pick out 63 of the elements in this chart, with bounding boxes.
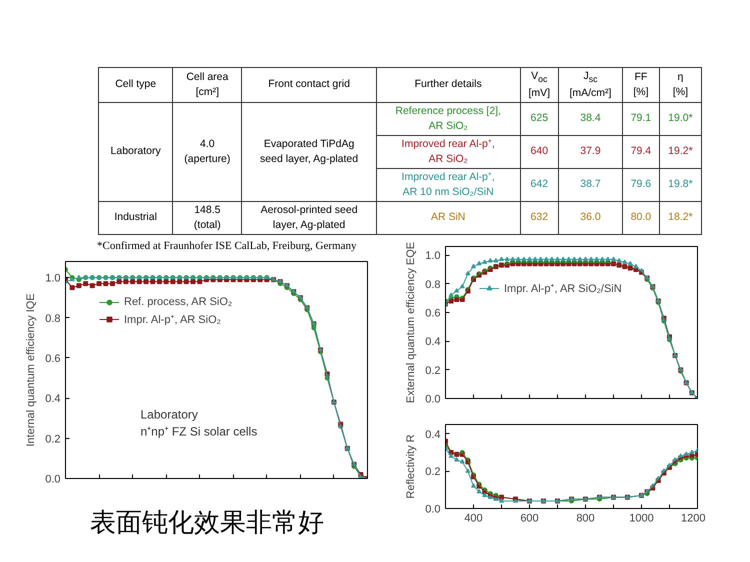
legend-label: Impr. Al-p⁺, AR SiO₂/SiN — [504, 282, 622, 295]
x-tick-label: 1000 — [629, 512, 654, 524]
y-tick-label: 0.2 — [425, 466, 441, 478]
text: 79.6 — [630, 178, 652, 190]
text: 79.1 — [630, 112, 652, 124]
y-axis-title: Reflectivity R — [405, 434, 418, 499]
text: Evaporated TiPdAg seed layer, Ag-plated — [260, 138, 358, 165]
text: *Confirmed at Fraunhofer ISE CalLab, Freiburg, Germany — [97, 240, 356, 252]
text: 36.0 — [580, 211, 601, 224]
text: 632 — [530, 211, 548, 224]
y-tick-label: 0.6 — [425, 307, 441, 320]
y-tick-label: 0.4 — [425, 428, 441, 441]
y-tick-label: 0.0 — [45, 474, 61, 486]
x-tick-label: 1200 — [681, 512, 706, 524]
text: Aerosol-printed seed layer, Ag-plated — [260, 204, 358, 231]
category-label: Front contact grid — [242, 68, 376, 102]
text: Improved rear Al-p⁺, AR SiO₂ — [402, 138, 495, 165]
category-label: FF [%] — [622, 68, 660, 102]
y-tick-label: 0.2 — [425, 364, 441, 377]
text: 4.0 (aperture) — [184, 138, 230, 165]
text: Industrial — [114, 211, 157, 224]
text: Laboratory — [110, 145, 161, 158]
category-label: J$_{sc}$ [mA/cm²] — [558, 68, 622, 102]
y-axis-title: Internal quantum efficiency IQE — [25, 293, 38, 447]
text: 625 — [530, 112, 548, 124]
text: 表面钝化效果非常好 — [90, 507, 324, 540]
category-label: V$_{oc}$ [mV] — [520, 68, 558, 102]
category-label: η [%] — [659, 68, 702, 102]
legend-label: Impr. Al-p⁺, AR SiO₂ — [124, 313, 221, 326]
category-label: Further details — [376, 68, 520, 102]
y-tick-label: 0.6 — [45, 352, 61, 365]
text: Reference process [2], AR SiO₂ — [395, 104, 501, 132]
x-tick-label: 600 — [520, 512, 539, 524]
y-tick-label: 0.8 — [45, 312, 61, 325]
text: 19.8* — [668, 178, 693, 190]
legend-label: Ref. process, AR SiO₂ — [124, 295, 232, 309]
y-tick-label: 0.8 — [425, 278, 441, 291]
text: 19.2* — [668, 145, 693, 158]
y-tick-label: 1.0 — [425, 250, 441, 262]
text: 18.2* — [668, 211, 693, 224]
category-label: Cell area [cm²] — [172, 68, 242, 102]
y-tick-label: 0.2 — [45, 433, 61, 446]
x-tick-label: 400 — [464, 512, 483, 524]
text: 80.0 — [630, 211, 652, 224]
category-label: Cell type — [98, 68, 173, 102]
text: 642 — [530, 178, 548, 190]
text: 38.7 — [580, 178, 601, 190]
y-tick-label: 1.0 — [45, 272, 61, 285]
y-tick-label: 0.4 — [425, 336, 441, 348]
text: 38.4 — [580, 112, 601, 124]
y-tick-label: 0.0 — [425, 394, 441, 406]
x-tick-label: 800 — [576, 512, 595, 524]
text: Improved rear Al-p⁺, AR 10 nm SiO₂/SiN — [402, 170, 495, 198]
text: 79.4 — [630, 145, 652, 158]
y-tick-label: 0.4 — [45, 393, 61, 406]
annotation: Laboratory n⁺np⁺ FZ Si solar cells — [140, 408, 258, 438]
text: 37.9 — [580, 145, 601, 158]
y-tick-label: 0.0 — [425, 504, 441, 516]
text: AR SiN — [430, 211, 466, 224]
text: 19.0* — [668, 112, 693, 124]
text: 640 — [530, 145, 548, 158]
text: 148.5 (total) — [194, 204, 221, 231]
y-axis-title: External quantum efficiency EQE — [405, 242, 418, 404]
